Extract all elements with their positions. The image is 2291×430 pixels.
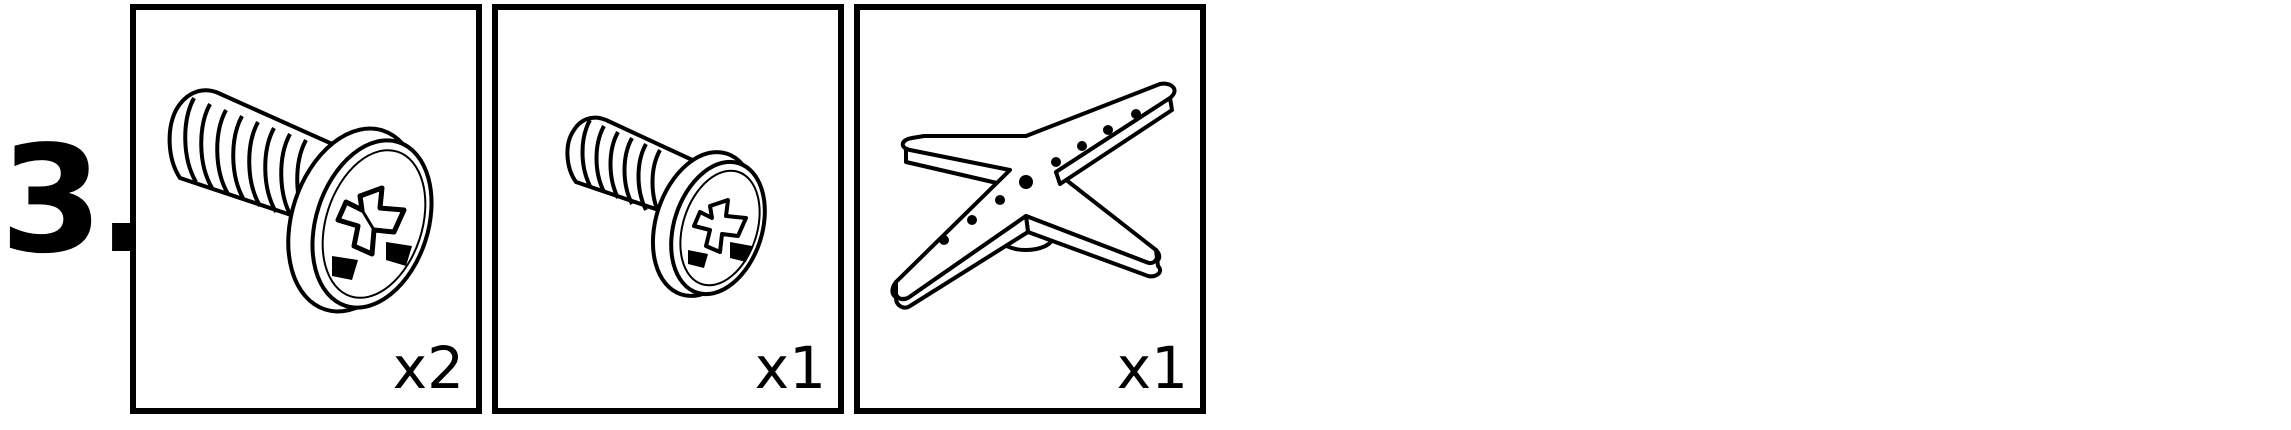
part-panel-large-screw: x2: [130, 4, 482, 414]
part-panel-small-screw: x1: [492, 4, 844, 414]
quantity-label: x2: [392, 334, 464, 402]
quantity-label: x1: [754, 334, 826, 402]
large-phillips-screw-icon: [167, 88, 434, 314]
servo-cross-horn-icon: [890, 81, 1177, 310]
step-number: 3.: [0, 114, 153, 286]
small-phillips-screw-icon: [565, 115, 767, 298]
part-panel-servo-horn: x1: [854, 4, 1206, 414]
quantity-label: x1: [1116, 334, 1188, 402]
